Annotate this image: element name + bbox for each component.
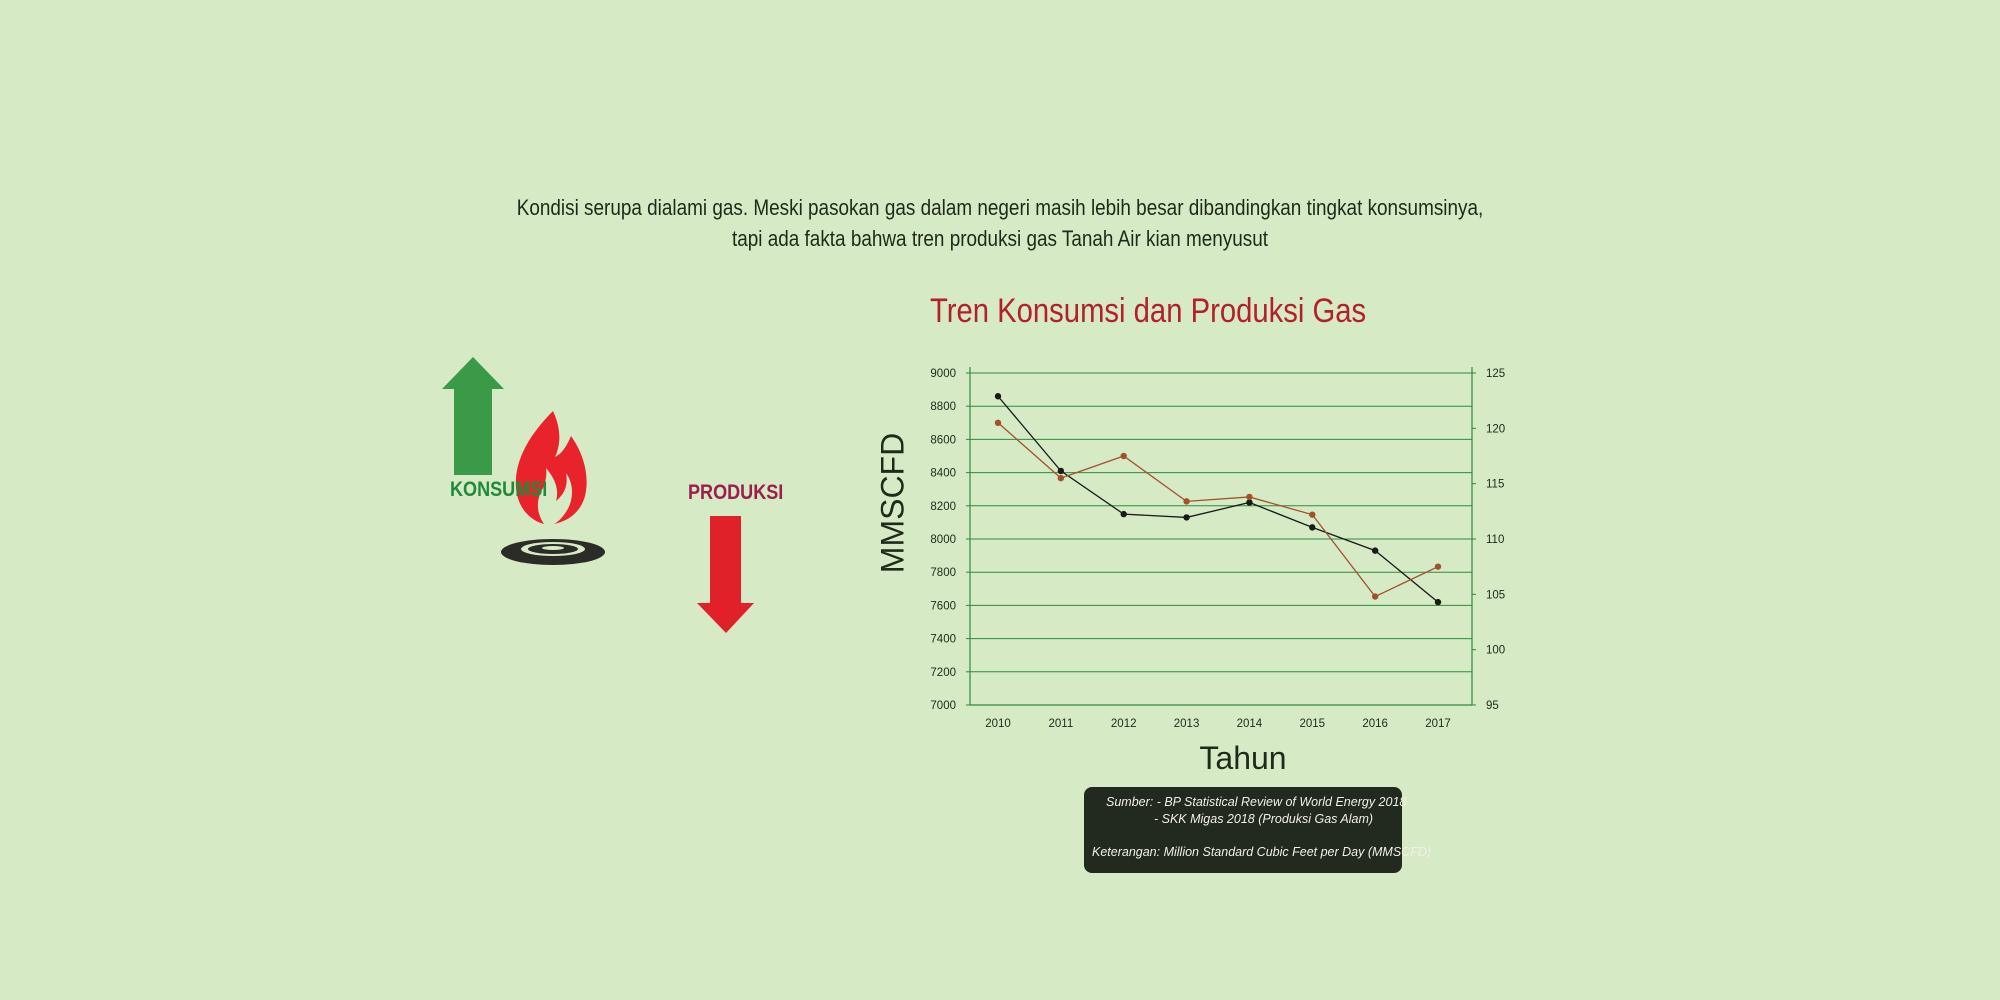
series-point-2: [994, 419, 1002, 426]
source-box: Sumber: - BP Statistical Review of World…: [1084, 787, 1431, 873]
y-right-tick-label: 115: [1486, 479, 1504, 491]
x-tick-label: 2011: [1048, 718, 1073, 730]
series-point-2: [1434, 563, 1442, 570]
y-left-tick-label: 8400: [930, 468, 956, 480]
x-tick-label: 2017: [1425, 718, 1451, 730]
gas-burner-icon: [501, 539, 605, 565]
y-right-tick-label: 105: [1486, 589, 1505, 601]
y-left-tick-label: 7800: [930, 567, 956, 579]
series-point-1: [1057, 467, 1065, 475]
y-left-tick-label: 9000: [930, 368, 956, 380]
intro-line-2: tapi ada fakta bahwa tren produksi gas T…: [731, 226, 1269, 251]
series-point-2: [1120, 452, 1127, 460]
y-left-tick-label: 7600: [930, 600, 956, 612]
series-line-1: [997, 395, 1439, 603]
y-left-tick-label: 8800: [930, 401, 956, 413]
gas-illustration: KONSUMSI PRODUKSI: [440, 350, 800, 640]
y-right-tick-label: 110: [1486, 534, 1504, 546]
x-tick-label: 2014: [1237, 718, 1263, 730]
x-tick-label: 2012: [1111, 718, 1137, 730]
y-left-tick-label: 8200: [930, 501, 956, 513]
y-left-tick-label: 7200: [930, 667, 956, 679]
series-point-1: [994, 393, 1002, 400]
source-note: Keterangan: Million Standard Cubic Feet …: [1092, 845, 1432, 859]
intro-text: Kondisi serupa dialami gas. Meski pasoka…: [484, 192, 1516, 254]
series-point-2: [1246, 493, 1253, 501]
series-point-1: [1120, 510, 1127, 518]
series-point-2: [1183, 498, 1190, 505]
x-tick-label: 2016: [1362, 718, 1388, 730]
intro-line-1: Kondisi serupa dialami gas. Meski pasoka…: [516, 195, 1484, 220]
series-point-1: [1309, 524, 1316, 531]
x-tick-label: 2010: [985, 718, 1011, 730]
series-point-2: [1057, 474, 1065, 482]
konsumsi-label: KONSUMSI: [450, 478, 548, 501]
series-line-2: [997, 422, 1439, 598]
series-point-2: [1309, 511, 1316, 518]
x-tick-label: 2013: [1174, 718, 1200, 730]
y-right-tick-label: 100: [1486, 645, 1505, 657]
flame-icon: [515, 411, 587, 524]
series-point-1: [1434, 598, 1442, 606]
y-right-tick-label: 125: [1486, 368, 1505, 380]
chart-title: Tren Konsumsi dan Produksi Gas: [930, 292, 1367, 330]
series-point-1: [1246, 499, 1253, 506]
arrow-down-icon: [697, 516, 754, 633]
y-left-tick-label: 7400: [930, 634, 956, 646]
series-point-1: [1183, 514, 1190, 521]
arrow-up-icon: [442, 357, 504, 475]
y-axis-label: MMSCFD: [874, 432, 911, 574]
series-point-2: [1371, 593, 1379, 600]
source-line-1: Sumber: - BP Statistical Review of World…: [1106, 795, 1407, 809]
source-line-2: - SKK Migas 2018 (Produksi Gas Alam): [1154, 812, 1374, 826]
y-left-tick-label: 8600: [930, 434, 956, 446]
produksi-label: PRODUKSI: [688, 481, 784, 504]
y-left-tick-label: 8000: [930, 534, 956, 546]
x-tick-label: 2015: [1299, 718, 1325, 730]
x-axis-label: Tahun: [1199, 740, 1287, 776]
y-right-tick-label: 120: [1486, 423, 1505, 435]
series-point-1: [1371, 547, 1379, 554]
y-left-tick-label: 7000: [930, 700, 956, 712]
y-right-tick-label: 95: [1486, 700, 1499, 712]
illustration-graphic: [442, 357, 754, 633]
